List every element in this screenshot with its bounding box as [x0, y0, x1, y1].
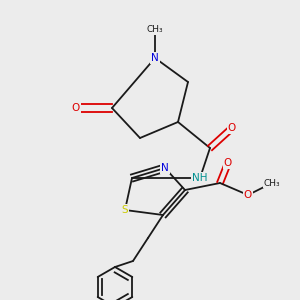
Text: S: S: [122, 205, 128, 215]
Text: NH: NH: [192, 173, 208, 183]
Text: CH₃: CH₃: [264, 178, 280, 188]
Text: O: O: [224, 158, 232, 168]
Text: O: O: [72, 103, 80, 113]
Text: N: N: [161, 163, 169, 173]
Text: O: O: [228, 123, 236, 133]
Text: N: N: [151, 53, 159, 63]
Text: CH₃: CH₃: [147, 26, 163, 34]
Text: O: O: [244, 190, 252, 200]
